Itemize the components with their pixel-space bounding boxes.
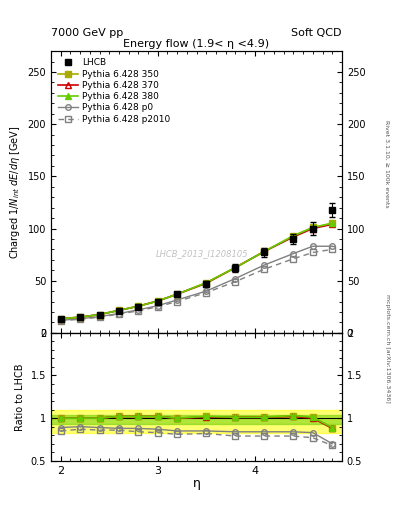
Text: 7000 GeV pp: 7000 GeV pp — [51, 28, 123, 38]
Bar — [51, 415, 342, 424]
Text: Soft QCD: Soft QCD — [292, 28, 342, 38]
Legend: LHCB, Pythia 6.428 350, Pythia 6.428 370, Pythia 6.428 380, Pythia 6.428 p0, Pyt: LHCB, Pythia 6.428 350, Pythia 6.428 370… — [55, 56, 173, 126]
Bar — [51, 410, 342, 434]
X-axis label: η: η — [193, 477, 200, 490]
Text: mcplots.cern.ch [arXiv:1306.3436]: mcplots.cern.ch [arXiv:1306.3436] — [385, 294, 389, 402]
Title: Energy flow (1.9< η <4.9): Energy flow (1.9< η <4.9) — [123, 39, 270, 49]
Text: Rivet 3.1.10, ≥ 100k events: Rivet 3.1.10, ≥ 100k events — [385, 120, 389, 208]
Y-axis label: Charged $1/N_{int}$ $dE/d\eta$ [GeV]: Charged $1/N_{int}$ $dE/d\eta$ [GeV] — [8, 125, 22, 259]
Text: LHCB_2013_I1208105: LHCB_2013_I1208105 — [156, 249, 249, 259]
Y-axis label: Ratio to LHCB: Ratio to LHCB — [15, 363, 25, 431]
